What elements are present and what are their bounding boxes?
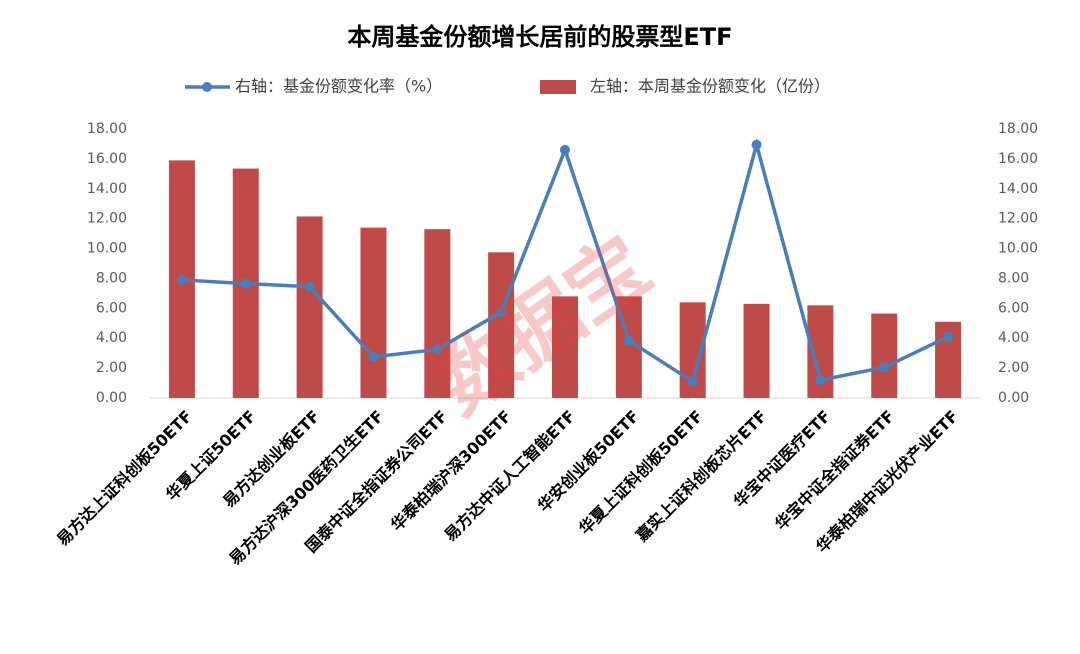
line-marker [751,139,762,150]
y2-tick-label: 16.00 [998,151,1038,167]
bar [424,229,451,398]
y-tick-label: 6.00 [96,300,127,316]
bar [743,303,770,398]
chart-title: 本周基金份额增长居前的股票型ETF [347,23,732,51]
y2-tick-label: 4.00 [998,330,1029,346]
line-marker [240,278,251,289]
line-marker [176,274,187,285]
y2-tick-label: 6.00 [998,300,1029,316]
bar [360,227,387,398]
x-tick-label: 华宝中证全指证券ETF [771,407,898,534]
y2-tick-label: 12.00 [998,211,1038,227]
x-tick-label: 易方达中证人工智能ETF [441,407,579,545]
legend-swatch [540,80,576,94]
line-marker [687,376,698,387]
legend-marker [202,82,212,92]
y2-tick-label: 8.00 [998,270,1029,286]
line-marker [496,307,507,318]
line-marker [623,335,634,346]
x-tick-label: 华夏上证科创板50ETF [575,407,707,539]
bar [552,296,578,398]
bar [871,313,898,398]
y-tick-label: 4.00 [96,330,127,346]
line-marker [304,281,315,292]
line-marker [432,344,443,355]
y-tick-label: 14.00 [87,181,127,197]
y-tick-label: 2.00 [96,360,127,376]
y-tick-label: 18.00 [87,121,127,137]
line-marker [368,351,379,362]
line-marker [943,331,954,342]
y2-tick-label: 10.00 [998,241,1038,257]
y2-tick-label: 14.00 [998,181,1038,197]
legend-label: 左轴：本周基金份额变化（亿份） [590,77,830,96]
legend-label: 右轴：基金份额变化率（%） [235,77,442,96]
line-marker [879,362,890,373]
line-marker [560,144,570,155]
y2-tick-label: 0.00 [998,390,1029,406]
bar [296,216,323,398]
y2-tick-label: 2.00 [998,360,1029,376]
y-tick-label: 10.00 [87,241,127,257]
y2-tick-label: 18.00 [998,121,1038,137]
y-tick-label: 0.00 [96,390,127,406]
bar [488,252,515,398]
y-tick-label: 16.00 [87,151,127,167]
line-marker [815,375,826,386]
x-tick-label: 嘉实上证科创板芯片ETF [631,407,770,546]
y-tick-label: 8.00 [96,270,127,286]
y-tick-label: 12.00 [87,211,127,227]
x-tick-label: 华泰柏瑞沪深300ETF [387,407,515,535]
